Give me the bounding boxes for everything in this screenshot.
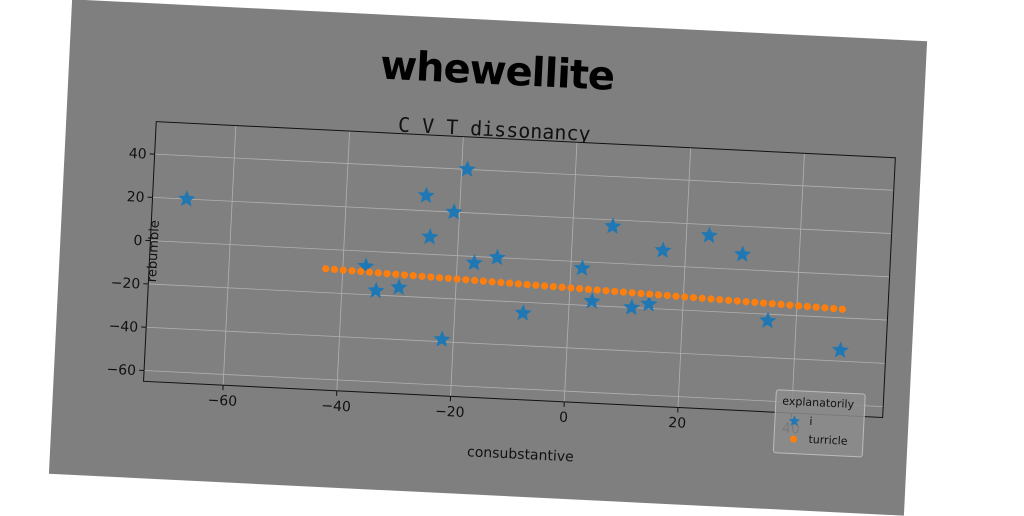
x-tick-label: −60 [207, 392, 237, 409]
legend: explanatorily i turricle [773, 389, 866, 457]
y-tick-label: 0 [133, 233, 143, 249]
x-tick-label: −40 [321, 398, 351, 415]
circle-icon [780, 431, 807, 448]
star-icon [781, 413, 808, 430]
legend-title: explanatorily [782, 395, 854, 411]
legend-entry-i: i [781, 413, 782, 429]
y-tick-label: 20 [126, 189, 145, 206]
x-tick-label: 0 [559, 410, 569, 426]
y-tick-label: −40 [108, 318, 138, 335]
y-tick-label: −20 [110, 275, 140, 292]
plot-area [144, 122, 896, 418]
legend-entry-turricle: turricle [780, 431, 781, 447]
x-tick-label: 20 [668, 415, 687, 432]
y-tick-label: −60 [106, 362, 136, 379]
y-tick-label: 40 [128, 146, 147, 163]
legend-label-i: i [809, 415, 813, 428]
x-tick-label: −20 [435, 404, 465, 421]
legend-label-turricle: turricle [808, 433, 848, 448]
